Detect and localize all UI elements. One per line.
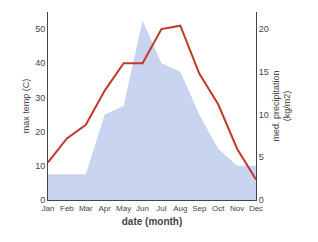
svg-text:Feb: Feb: [60, 204, 74, 213]
svg-text:Aug: Aug: [173, 204, 187, 213]
svg-text:med. precipitation(kg/m2): med. precipitation(kg/m2): [271, 70, 293, 141]
svg-text:0: 0: [259, 195, 264, 205]
svg-text:15: 15: [259, 67, 269, 77]
svg-text:20: 20: [259, 24, 269, 34]
svg-text:0: 0: [40, 195, 45, 205]
svg-text:Jun: Jun: [136, 204, 149, 213]
svg-text:Oct: Oct: [212, 204, 225, 213]
svg-text:Jul: Jul: [156, 204, 166, 213]
svg-text:Sep: Sep: [192, 204, 207, 213]
svg-text:10: 10: [35, 161, 45, 171]
svg-text:5: 5: [259, 152, 264, 162]
svg-text:max temp (C): max temp (C): [21, 79, 31, 134]
svg-text:Apr: Apr: [99, 204, 112, 213]
svg-text:30: 30: [35, 93, 45, 103]
svg-text:date (month): date (month): [122, 216, 183, 227]
svg-text:40: 40: [35, 58, 45, 68]
svg-text:Jan: Jan: [42, 204, 55, 213]
svg-text:Mar: Mar: [79, 204, 93, 213]
svg-text:20: 20: [35, 127, 45, 137]
svg-text:Dec: Dec: [249, 204, 263, 213]
svg-text:May: May: [116, 204, 131, 213]
svg-text:Nov: Nov: [230, 204, 244, 213]
svg-text:10: 10: [259, 110, 269, 120]
svg-text:50: 50: [35, 24, 45, 34]
